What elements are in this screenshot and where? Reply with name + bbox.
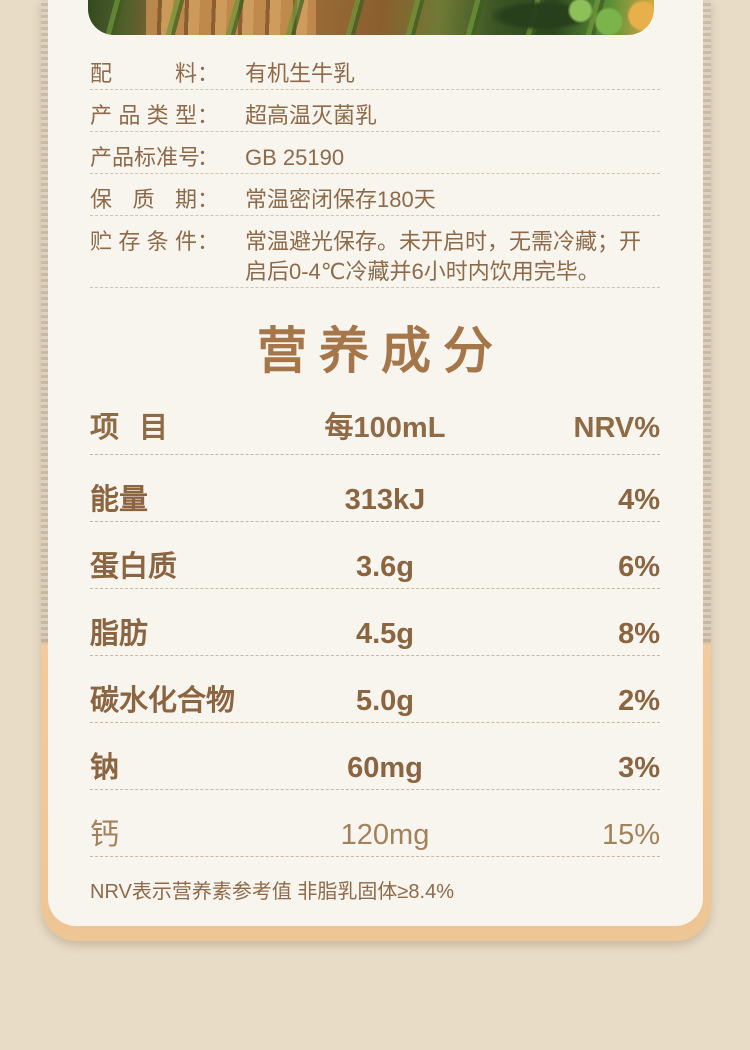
nutrition-footnote: NRV表示营养素参考值 非脂乳固体≥8.4% — [90, 881, 454, 903]
nutrition-header-nrv: NRV% — [573, 412, 661, 444]
nutrition-header-item: 项目 — [90, 412, 168, 444]
nutrient-nrv: 4% — [618, 484, 660, 516]
nutrient-name: 脂肪 — [90, 618, 149, 650]
spec-value: 常温密闭保存180天 — [245, 187, 436, 212]
nutrition-row-fat: 脂肪 4.5g 8% — [90, 589, 660, 656]
nutrition-row-carbohydrate: 碳水化合物 5.0g 2% — [90, 656, 660, 723]
nutrient-value: 60mg — [347, 752, 423, 784]
nutrient-value: 313kJ — [344, 484, 426, 516]
nutrient-name: 蛋白质 — [90, 551, 178, 583]
product-spec-table: 配料 ： 有机生牛乳 产品类型 ： 超高温灭菌乳 产品标准号 ： GB 2519… — [90, 48, 660, 288]
nutrient-value: 4.5g — [355, 618, 415, 650]
spec-label: 贮存条件 — [90, 229, 197, 254]
nutrition-row-calcium: 钙 120mg 15% — [90, 790, 660, 857]
nutrition-header-row: 项目 每100mL NRV% — [90, 380, 660, 455]
nutrition-section-title: 营养成分 — [257, 321, 505, 380]
nutrient-name: 钙 — [90, 819, 120, 851]
spec-colon: ： — [197, 187, 220, 212]
nutrient-value: 5.0g — [355, 685, 415, 717]
nutrient-nrv: 8% — [618, 618, 660, 650]
spec-colon: ： — [197, 61, 220, 86]
nutrient-nrv: 3% — [618, 752, 660, 784]
nutrition-header-per100ml: 每100mL — [324, 412, 446, 444]
spec-label: 保质期 — [90, 187, 197, 212]
product-hero-photo — [88, 0, 654, 35]
nutrient-nrv: 15% — [601, 819, 660, 851]
nutrient-value: 3.6g — [355, 551, 415, 583]
spec-label: 产品标准号 — [90, 145, 201, 170]
spec-row-shelf-life: 保质期 ： 常温密闭保存180天 — [90, 174, 660, 216]
spec-label: 配料 — [90, 61, 197, 86]
spec-row-storage: 贮存条件 ： 常温避光保存。未开启时，无需冷藏；开启后0-4℃冷藏并6小时内饮用… — [90, 216, 660, 288]
nutrition-row-sodium: 钠 60mg 3% — [90, 723, 660, 790]
nutrient-name: 碳水化合物 — [90, 685, 236, 717]
nutrition-row-protein: 蛋白质 3.6g 6% — [90, 522, 660, 589]
nutrition-row-energy: 能量 313kJ 4% — [90, 455, 660, 522]
spec-value: 常温避光保存。未开启时，无需冷藏；开启后0-4℃冷藏并6小时内饮用完毕。 — [245, 229, 642, 284]
nutrient-nrv: 6% — [618, 551, 660, 583]
nutrient-name: 钠 — [90, 752, 120, 784]
spec-colon: ： — [197, 145, 220, 170]
nutrition-table: 项目 每100mL NRV% 能量 313kJ 4% 蛋白质 3.6g 6% 脂… — [90, 380, 660, 903]
nutrient-name: 能量 — [90, 484, 149, 516]
nutrient-value: 120mg — [340, 819, 430, 851]
spec-value: 有机生牛乳 — [245, 61, 356, 86]
spec-colon: ： — [197, 103, 220, 128]
spec-colon: ： — [197, 229, 220, 254]
spec-value: GB 25190 — [245, 145, 345, 170]
spec-row-ingredients: 配料 ： 有机生牛乳 — [90, 48, 660, 90]
product-detail-card: 配料 ： 有机生牛乳 产品类型 ： 超高温灭菌乳 产品标准号 ： GB 2519… — [48, 0, 703, 926]
spec-row-standard-no: 产品标准号 ： GB 25190 — [90, 132, 660, 174]
spec-value: 超高温灭菌乳 — [245, 103, 378, 128]
spec-row-product-type: 产品类型 ： 超高温灭菌乳 — [90, 90, 660, 132]
spec-label: 产品类型 — [90, 103, 197, 128]
nutrient-nrv: 2% — [618, 685, 660, 717]
